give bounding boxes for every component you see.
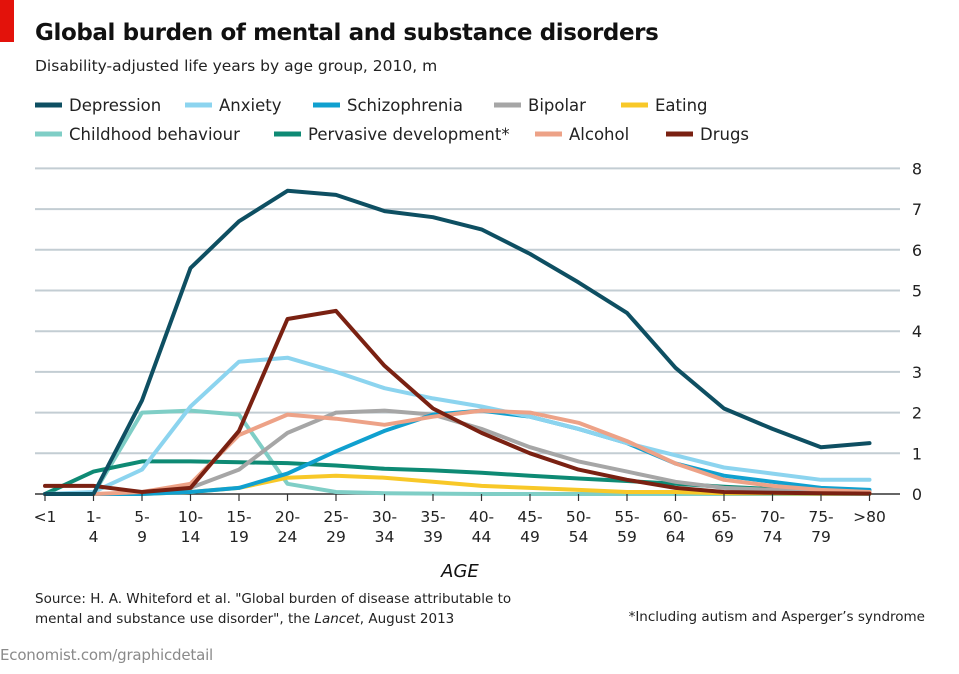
legend-label: Childhood behaviour bbox=[69, 125, 240, 144]
brand-tab bbox=[0, 0, 14, 42]
source-journal: Lancet bbox=[314, 611, 360, 627]
legend-item-childhood-behaviour: Childhood behaviour bbox=[35, 125, 240, 144]
x-tick-label: 30-34 bbox=[372, 508, 397, 546]
legend-item-schizophrenia: Schizophrenia bbox=[313, 96, 463, 115]
y-tick-label: 3 bbox=[912, 363, 922, 382]
x-tick-label: 10-14 bbox=[178, 508, 203, 546]
legend-item-depression: Depression bbox=[35, 96, 161, 115]
x-tick-label: <1 bbox=[34, 508, 57, 526]
y-tick-label: 6 bbox=[912, 241, 922, 260]
x-tick-label: 70-74 bbox=[760, 508, 785, 546]
series-line-depression bbox=[43, 188, 872, 496]
x-tick-label: 35-39 bbox=[420, 508, 445, 546]
source-line-2-post: , August 2013 bbox=[359, 611, 455, 627]
legend-item-alcohol: Alcohol bbox=[535, 125, 629, 144]
series-lines bbox=[43, 188, 872, 496]
y-tick-label: 4 bbox=[912, 322, 922, 341]
legend-label: Eating bbox=[655, 96, 708, 115]
legend-label: Schizophrenia bbox=[347, 96, 463, 115]
legend-item-anxiety: Anxiety bbox=[185, 96, 282, 115]
y-tick-label: 2 bbox=[912, 404, 922, 423]
legend-item-bipolar: Bipolar bbox=[494, 96, 586, 115]
x-tick-label: >80 bbox=[853, 508, 886, 526]
chart-subtitle: Disability-adjusted life years by age gr… bbox=[35, 57, 438, 75]
x-tick-label: 1-4 bbox=[86, 508, 101, 546]
series-line-alcohol bbox=[43, 408, 872, 496]
source-line-2: mental and substance use disorder", the … bbox=[35, 609, 595, 629]
legend-label: Pervasive development* bbox=[308, 125, 510, 144]
x-tick-label: 5-9 bbox=[134, 508, 149, 546]
series-line-drugs bbox=[43, 308, 872, 496]
legend-label: Bipolar bbox=[528, 96, 586, 115]
x-tick-label: 75-79 bbox=[808, 508, 833, 546]
series-line-anxiety bbox=[43, 355, 872, 496]
legend-item-pervasive-development: Pervasive development* bbox=[274, 125, 510, 144]
y-tick-label: 0 bbox=[912, 485, 922, 504]
x-tick-label: 20-24 bbox=[275, 508, 300, 546]
legend-label: Anxiety bbox=[219, 96, 282, 115]
footnote: *Including autism and Asperger’s syndrom… bbox=[628, 609, 925, 625]
legend: Depression Anxiety Schizophrenia Bipolar Eat… bbox=[35, 96, 749, 144]
y-tick-label: 5 bbox=[912, 282, 922, 301]
chart-title: Global burden of mental and substance di… bbox=[35, 20, 659, 46]
legend-label: Drugs bbox=[700, 125, 749, 144]
x-tick-label: 65-69 bbox=[711, 508, 736, 546]
legend-label: Alcohol bbox=[569, 125, 629, 144]
x-tick-label: 40-44 bbox=[469, 508, 494, 546]
y-tick-label: 8 bbox=[912, 159, 922, 178]
x-tick-label: 55-59 bbox=[614, 508, 639, 546]
x-tick-label: 25-29 bbox=[323, 508, 348, 546]
y-tick-label: 1 bbox=[912, 444, 922, 463]
x-tick-label: 60-64 bbox=[663, 508, 688, 546]
legend-item-eating: Eating bbox=[621, 96, 708, 115]
y-axis: 0 1 2 3 4 5 6 7 8 bbox=[912, 159, 922, 504]
credit-link[interactable]: Economist.com/graphicdetail bbox=[0, 646, 214, 664]
x-tick-label: 15-19 bbox=[226, 508, 251, 546]
source-line-1: Source: H. A. Whiteford et al. "Global b… bbox=[35, 591, 512, 607]
source-line-2-pre: mental and substance use disorder", the bbox=[35, 611, 315, 627]
x-tick-label: 45-49 bbox=[517, 508, 542, 546]
x-axis-label: AGE bbox=[440, 561, 479, 582]
legend-item-drugs: Drugs bbox=[666, 125, 749, 144]
source-note: Source: H. A. Whiteford et al. "Global b… bbox=[35, 589, 595, 629]
x-tick-label: 50-54 bbox=[566, 508, 591, 546]
legend-label: Depression bbox=[69, 96, 161, 115]
gridlines bbox=[35, 167, 900, 495]
y-tick-label: 7 bbox=[912, 200, 922, 219]
x-axis: <1 1-4 5-9 10-14 15-19 20-24 25-29 30-34 35-39 40… bbox=[34, 494, 886, 546]
